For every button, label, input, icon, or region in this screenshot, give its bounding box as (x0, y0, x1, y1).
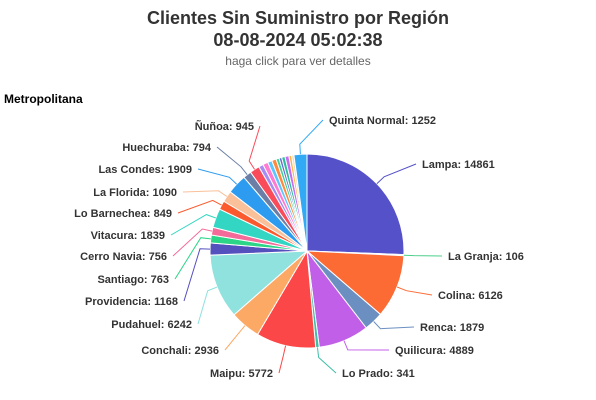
pie-connector-line (170, 214, 216, 236)
pie-connector-line (197, 286, 218, 325)
chart-title: Clientes Sin Suministro por Región (146, 8, 450, 28)
pie-data-label: La Florida: 1090 (93, 187, 177, 199)
pie-connector-line (403, 254, 443, 257)
pie-connector-line (373, 321, 415, 330)
pie-data-label: Colina: 6126 (438, 290, 503, 302)
pie-connector-line (317, 347, 337, 374)
pie-data-label: Cerro Navia: 756 (80, 251, 167, 263)
pie-connector-line (183, 248, 211, 302)
pie-connector-line (174, 237, 211, 280)
pie-data-label: Lampa: 14861 (422, 159, 495, 171)
pie-data-label: Lo Prado: 341 (342, 368, 415, 380)
pie-connector-line (248, 125, 261, 170)
pie-connector-line (343, 340, 390, 351)
pie-connector-line (376, 163, 417, 185)
pie-slice[interactable] (293, 153, 308, 252)
pie-data-label: Renca: 1879 (420, 322, 484, 334)
pie-connector-line (278, 345, 287, 374)
pie-labels: Lampa: 14861 La Granja: 106 Colina: 6126 Re… (74, 115, 524, 380)
pie-connector-line (197, 168, 238, 185)
pie-data-label: Maipu: 5772 (210, 368, 273, 380)
chart-subtitle: haga click para ver detalles (225, 54, 371, 68)
pie-data-label: Ñuñoa: 945 (195, 120, 254, 133)
pie-connector-line (216, 146, 248, 176)
pie-data-label: Lo Barnechea: 849 (74, 208, 172, 220)
pie-data-label: Quinta Normal: 1252 (329, 115, 436, 127)
pie-data-label: La Granja: 106 (448, 251, 524, 263)
pie-connector-line (172, 228, 213, 257)
pie-connector-line (182, 190, 228, 197)
pie-data-label: Quilicura: 4889 (395, 345, 474, 357)
pie-connector-line (177, 199, 222, 214)
pie-slice[interactable] (306, 153, 405, 256)
chart-title-timestamp: 08-08-2024 05:02:38 (213, 30, 383, 50)
pie-connector-line (299, 119, 324, 155)
pie-data-label: Providencia: 1168 (85, 296, 178, 308)
pie-data-label: Conchali: 2936 (141, 345, 219, 357)
pie-connector-line (224, 325, 246, 351)
pie-slices (209, 153, 405, 349)
region-label: Metropolitana (4, 92, 83, 106)
pie-data-label: Pudahuel: 6242 (111, 319, 192, 331)
pie-data-label: Santiago: 763 (97, 274, 169, 286)
pie-data-label: Huechuraba: 794 (122, 142, 212, 154)
pie-connector-line (396, 286, 433, 296)
pie-data-label: Vitacura: 1839 (91, 230, 165, 242)
pie-data-label: Las Condes: 1909 (98, 164, 192, 176)
